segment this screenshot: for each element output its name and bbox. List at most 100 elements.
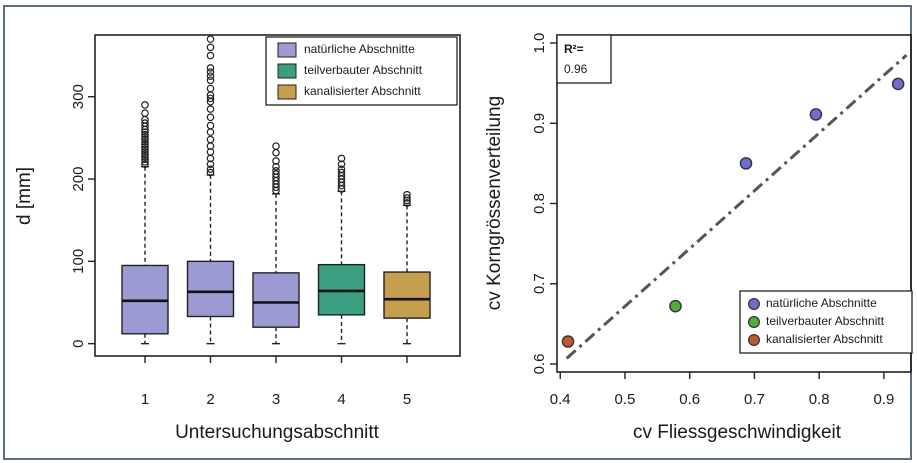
y-tick-label: 200 [70,167,87,192]
y-tick-label: 300 [70,84,87,109]
outlier-point [206,121,215,130]
outlier-point [141,135,149,144]
x-tick-label: 5 [403,391,411,408]
x-axis-label: cv Fliessgeschwindigkeit [633,422,842,443]
outlier-point [141,130,149,139]
legend-entry-label: natürliche Abschnitte [304,42,415,56]
outlier-point [141,143,149,151]
legend-entry-label: natürliche Abschnitte [766,296,877,310]
legend-swatch [277,84,297,100]
data-point [669,299,682,313]
data-point [809,108,823,121]
data-point [891,77,905,91]
outlier-point [206,148,215,156]
outlier-point [206,113,215,122]
outlier-point [206,165,215,173]
outlier-point [141,119,149,127]
outlier-point [403,196,411,205]
r2-label: R²= [564,42,584,56]
r2-annotation-box [556,34,612,84]
outlier-point [141,157,149,166]
outlier-point [272,167,280,175]
boxplot-legend [265,36,458,106]
outlier-point [206,105,215,113]
outlier-point [272,157,280,165]
outlier-point [206,135,215,144]
r2-value: 0.96 [564,62,588,76]
outlier-point [141,133,149,141]
outlier-point [272,162,280,171]
outlier-point [141,109,149,117]
outlier-point [141,140,149,149]
legend-marker [747,334,760,347]
outlier-point [272,142,280,150]
y-tick-label: 0.6 [531,354,548,375]
y-tick-label: 1.0 [531,33,548,54]
outlier-point [206,51,215,60]
data-point [739,157,753,170]
legend-entry-label: teilverbauter Abschnitt [304,63,423,77]
legend-marker [747,298,760,311]
outlier-point [141,148,149,156]
outlier-point [403,190,411,199]
x-tick-label: 3 [272,391,280,408]
x-tick-label: 0.8 [809,391,830,408]
outlier-point [206,43,215,52]
legend-marker [747,316,760,329]
trend-line [565,53,908,360]
outlier-point [206,160,215,169]
outlier-point [403,194,411,202]
outlier-point [337,165,346,173]
x-tick-label: 0.5 [615,391,636,408]
outlier-point [206,94,215,103]
legend-swatch [277,42,297,58]
outlier-point [141,101,149,109]
outlier-point [206,68,215,76]
scatter-legend [739,290,913,354]
outlier-point [337,168,346,177]
outlier-point [206,64,215,72]
outlier-point [141,128,149,136]
outlier-point [206,76,215,85]
y-axis-label: cv Korngrössenverteilung [484,96,505,310]
outlier-point [337,154,346,163]
y-tick-label: 0.9 [531,113,548,134]
data-point [561,335,575,348]
legend-entry-label: kanalisierter Abschnitt [304,84,421,98]
box-iqr [383,271,431,319]
y-tick-label: 0.8 [531,193,548,214]
x-axis-label: Untersuchungsabschnitt [175,422,380,443]
outlier-point [141,150,149,159]
legend-entry-label: kanalisierter Abschnitt [766,332,883,346]
outlier-point [403,199,411,207]
outlier-point [206,84,215,93]
outlier-point [337,160,346,169]
outlier-point [141,153,149,161]
x-tick-label: 1 [141,391,149,408]
box-iqr [252,272,300,328]
outlier-point [206,128,215,136]
x-tick-label: 4 [337,391,345,408]
box-iqr [186,260,235,318]
x-tick-label: 2 [206,391,214,408]
y-tick-label: 0 [70,339,87,347]
outlier-point [141,160,149,169]
y-tick-label: 100 [70,249,87,274]
outlier-point [206,35,215,43]
outlier-point [141,138,149,146]
outlier-point [272,170,280,178]
legend-swatch [277,63,297,79]
y-tick-label: 0.7 [531,273,548,294]
x-tick-label: 0.9 [873,391,894,408]
outlier-point [272,148,280,157]
legend-entry-label: teilverbauter Abschnitt [766,314,885,328]
outlier-point [141,155,149,164]
x-tick-label: 0.6 [679,391,700,408]
outlier-point [141,145,149,154]
x-tick-label: 0.4 [550,391,571,408]
y-axis-label: d [mm] [14,167,35,225]
outlier-point [206,168,215,177]
boxplot-area [94,34,461,357]
outlier-point [206,72,215,80]
